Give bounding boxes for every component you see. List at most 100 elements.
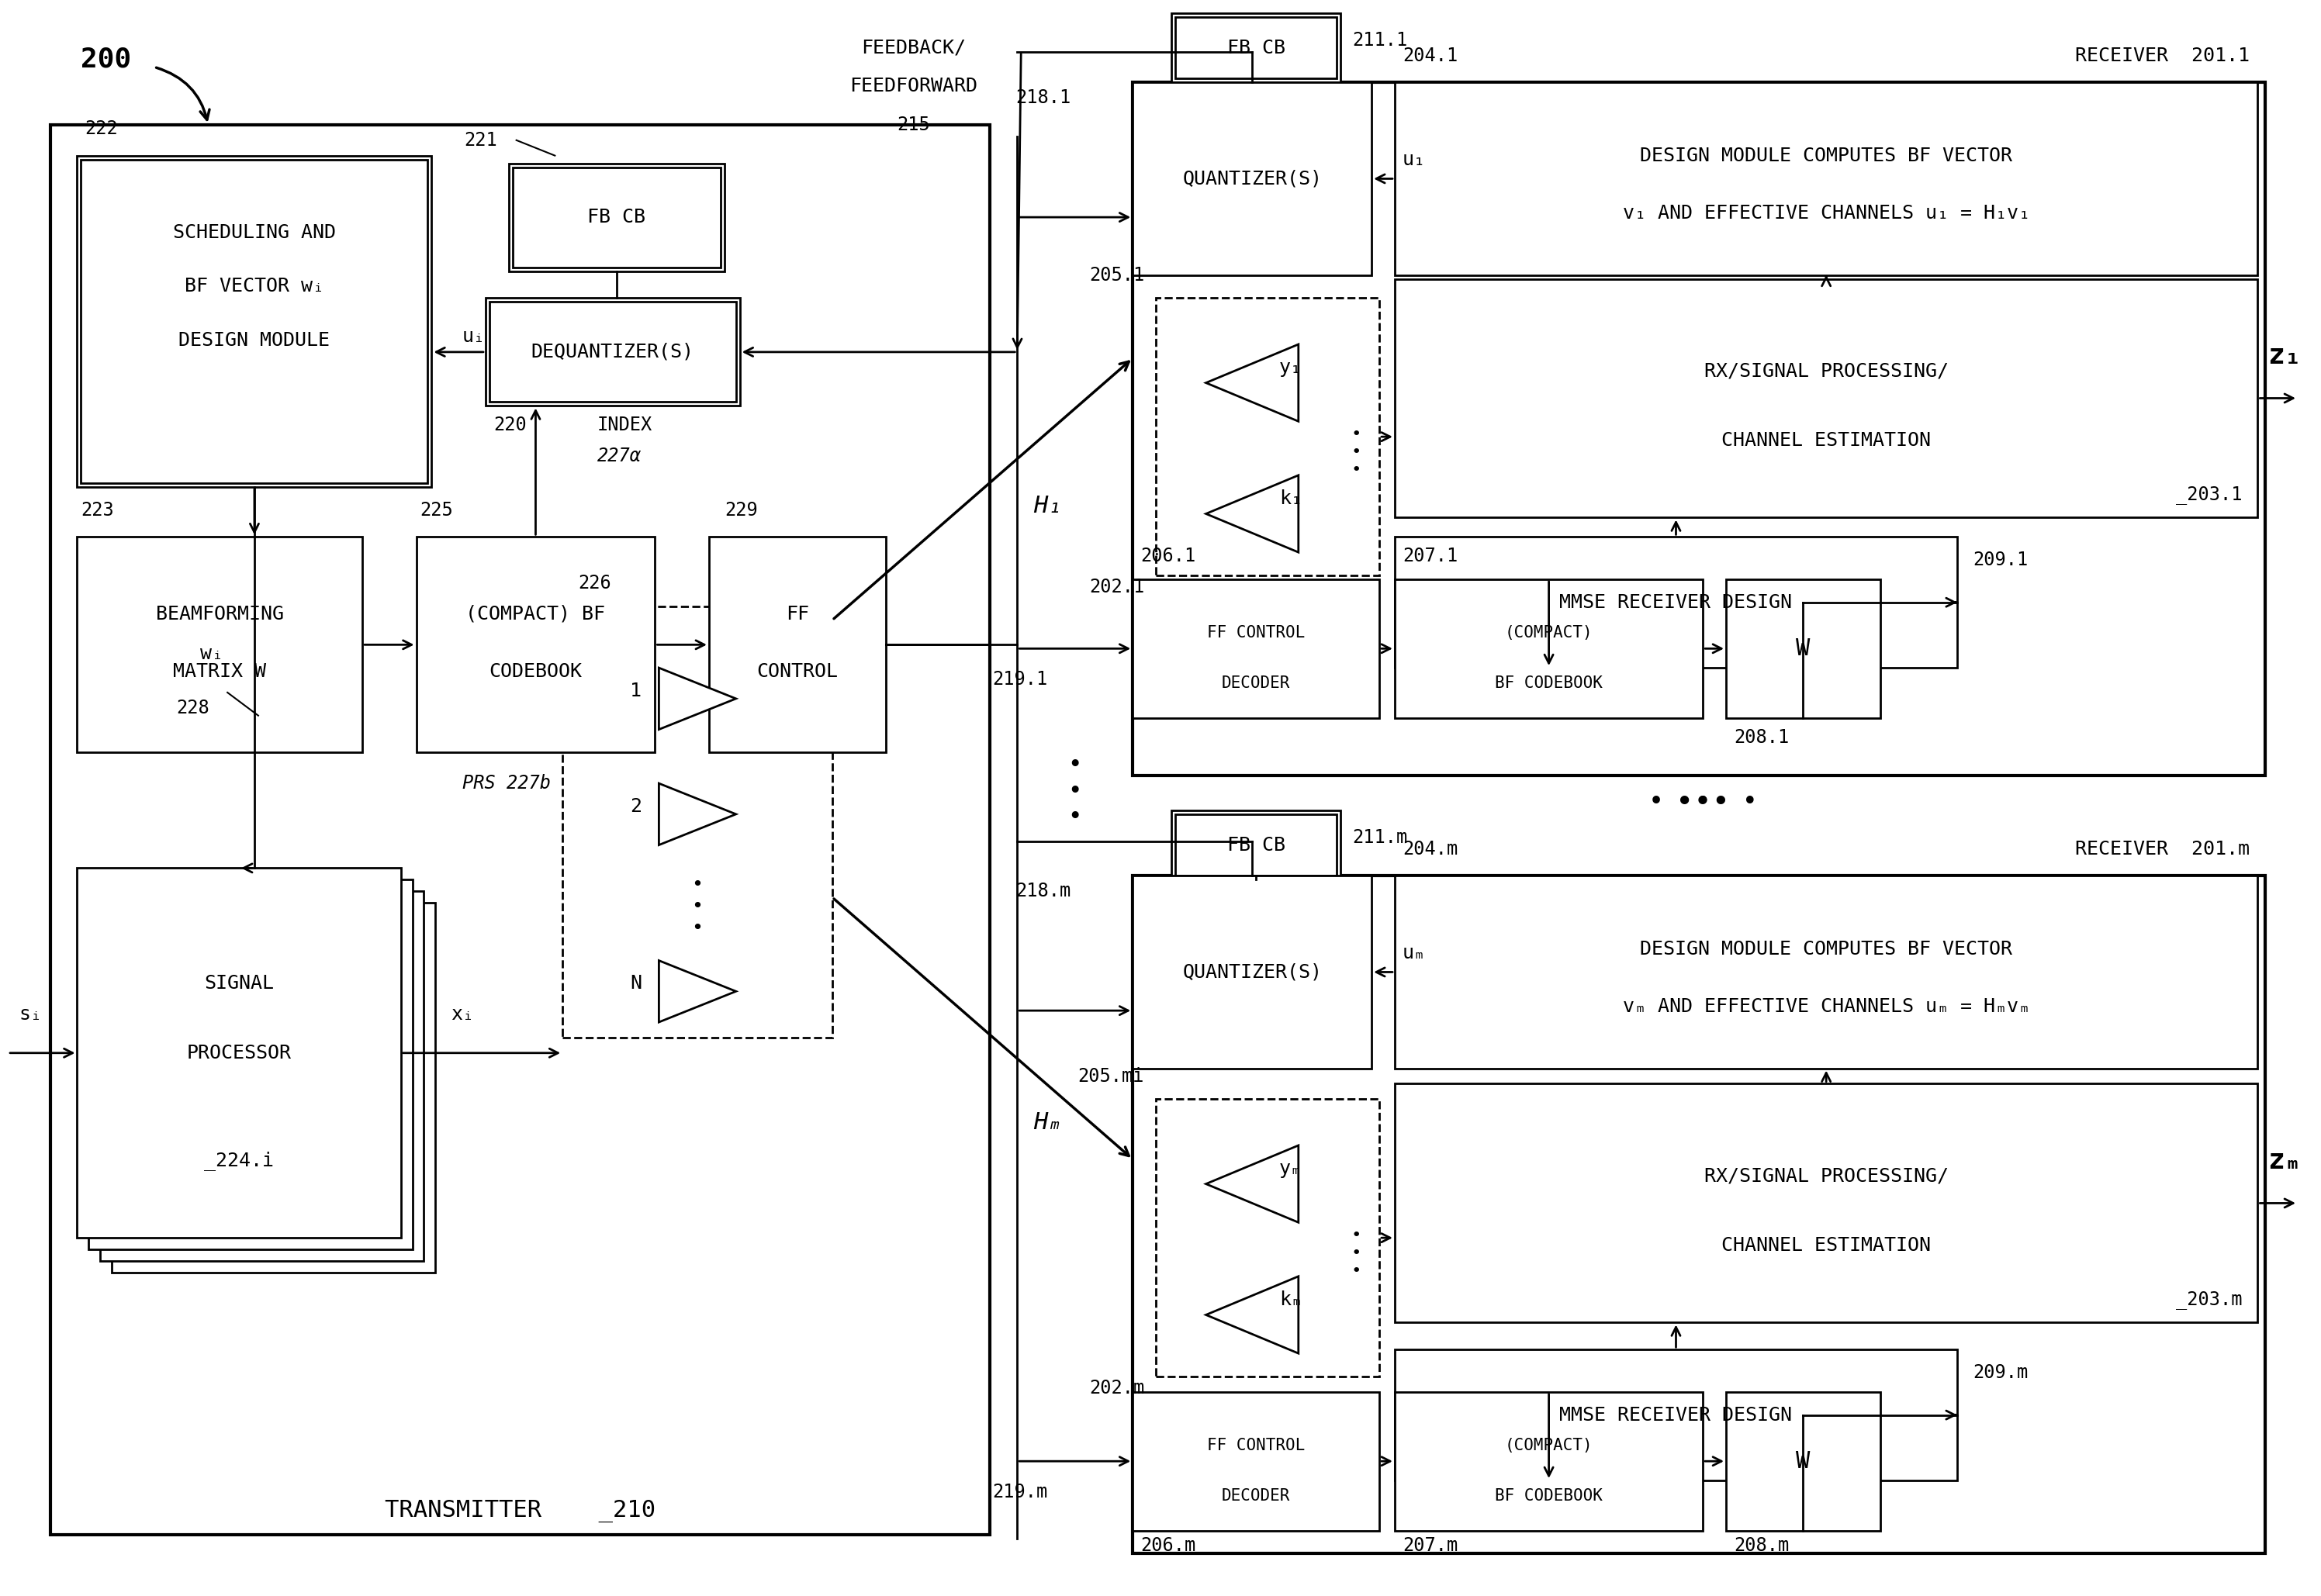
- Text: PRS 227b: PRS 227b: [462, 774, 550, 793]
- Bar: [1395, 279, 2258, 517]
- Polygon shape: [1207, 1277, 1297, 1353]
- Text: QUANTIZER(S): QUANTIZER(S): [1181, 962, 1323, 982]
- Text: 223: 223: [81, 501, 114, 519]
- Text: 211.m: 211.m: [1353, 828, 1407, 846]
- Bar: [490, 302, 736, 402]
- Bar: [77, 155, 432, 487]
- Text: (COMPACT) BF: (COMPACT) BF: [467, 605, 606, 622]
- Text: DESIGN MODULE COMPUTES BF VECTOR: DESIGN MODULE COMPUTES BF VECTOR: [1641, 940, 2012, 958]
- Text: sᵢ: sᵢ: [19, 1005, 42, 1023]
- Text: DESIGN MODULE COMPUTES BF VECTOR: DESIGN MODULE COMPUTES BF VECTOR: [1641, 147, 2012, 164]
- Text: 226: 226: [578, 575, 610, 592]
- Bar: [1727, 1392, 1880, 1531]
- Text: 209.1: 209.1: [1973, 551, 2029, 570]
- Text: FB CB: FB CB: [587, 207, 645, 227]
- Text: •
•
•: • • •: [1068, 753, 1082, 828]
- Text: 218.m: 218.m: [1017, 883, 1070, 900]
- Polygon shape: [1207, 476, 1297, 552]
- Bar: [1133, 579, 1379, 718]
- Bar: [1133, 83, 1372, 275]
- Bar: [88, 879, 413, 1250]
- Bar: [1395, 876, 2258, 1068]
- Text: INDEX: INDEX: [596, 417, 652, 434]
- Bar: [513, 168, 720, 267]
- Bar: [415, 536, 655, 753]
- Text: ̲224.i: ̲224.i: [204, 1151, 274, 1170]
- Text: H₁: H₁: [1033, 495, 1063, 517]
- Text: 229: 229: [724, 501, 757, 519]
- Text: RX/SIGNAL PROCESSING/: RX/SIGNAL PROCESSING/: [1704, 1167, 1947, 1186]
- Text: W: W: [1796, 637, 1810, 659]
- Text: z₁: z₁: [2268, 343, 2302, 369]
- Bar: [1156, 1100, 1379, 1376]
- Text: FB CB: FB CB: [1228, 836, 1286, 854]
- Bar: [1133, 83, 2265, 776]
- Text: ̲203.1: ̲203.1: [2177, 485, 2242, 504]
- Text: 220: 220: [494, 417, 527, 434]
- Text: CODEBOOK: CODEBOOK: [490, 662, 583, 681]
- Text: wᵢ: wᵢ: [200, 645, 223, 664]
- Text: 206.1: 206.1: [1140, 547, 1195, 565]
- Bar: [81, 160, 427, 484]
- Bar: [1395, 83, 2258, 275]
- Text: 207.m: 207.m: [1402, 1537, 1458, 1555]
- Text: uᵢ: uᵢ: [462, 327, 485, 346]
- Text: u₁: u₁: [1402, 150, 1425, 169]
- Text: 202.1: 202.1: [1089, 578, 1144, 597]
- Bar: [1395, 1084, 2258, 1323]
- Text: FF CONTROL: FF CONTROL: [1207, 1438, 1304, 1454]
- Text: •
•
•: • • •: [692, 876, 703, 937]
- Text: TRANSMITTER    ̲210: TRANSMITTER ̲210: [385, 1500, 655, 1523]
- Bar: [708, 536, 887, 753]
- Bar: [1133, 1392, 1379, 1531]
- Bar: [562, 606, 833, 1037]
- Bar: [1727, 579, 1880, 718]
- Text: FF CONTROL: FF CONTROL: [1207, 626, 1304, 642]
- Bar: [111, 903, 436, 1272]
- Bar: [1395, 579, 1704, 718]
- Text: W: W: [1796, 1449, 1810, 1473]
- Text: DEQUANTIZER(S): DEQUANTIZER(S): [532, 343, 694, 361]
- Bar: [77, 536, 362, 753]
- Text: 204.m: 204.m: [1402, 839, 1458, 859]
- Text: CHANNEL ESTIMATION: CHANNEL ESTIMATION: [1722, 1237, 1931, 1254]
- Text: ̲203.m: ̲203.m: [2177, 1290, 2242, 1309]
- Text: SCHEDULING AND: SCHEDULING AND: [174, 223, 337, 243]
- Text: 219.1: 219.1: [993, 670, 1049, 689]
- Text: yₘ: yₘ: [1279, 1159, 1302, 1178]
- Text: QUANTIZER(S): QUANTIZER(S): [1181, 169, 1323, 188]
- Text: 205.1: 205.1: [1089, 265, 1144, 284]
- Text: 1: 1: [629, 681, 641, 701]
- Text: 206.m: 206.m: [1140, 1537, 1195, 1555]
- Text: MMSE RECEIVER DESIGN: MMSE RECEIVER DESIGN: [1560, 594, 1792, 611]
- Text: 2: 2: [629, 796, 641, 816]
- Text: uₘ: uₘ: [1402, 943, 1425, 962]
- Text: 222: 222: [86, 120, 118, 137]
- Polygon shape: [659, 667, 736, 729]
- Text: 227α: 227α: [596, 447, 641, 466]
- Text: RX/SIGNAL PROCESSING/: RX/SIGNAL PROCESSING/: [1704, 362, 1947, 380]
- Text: BF CODEBOOK: BF CODEBOOK: [1495, 675, 1604, 691]
- Text: SIGNAL: SIGNAL: [204, 974, 274, 993]
- Text: 209.m: 209.m: [1973, 1363, 2029, 1382]
- Text: 218.1: 218.1: [1017, 88, 1070, 107]
- Text: xᵢ: xᵢ: [450, 1005, 473, 1023]
- Text: 228: 228: [176, 699, 209, 717]
- Text: (COMPACT): (COMPACT): [1504, 626, 1592, 642]
- Bar: [1395, 1350, 1957, 1481]
- Text: PROCESSOR: PROCESSOR: [186, 1044, 292, 1063]
- Text: (COMPACT): (COMPACT): [1504, 1438, 1592, 1454]
- Text: CHANNEL ESTIMATION: CHANNEL ESTIMATION: [1722, 431, 1931, 450]
- Text: •
•
•: • • •: [1351, 1227, 1362, 1278]
- Bar: [1172, 811, 1342, 879]
- Text: 211.1: 211.1: [1353, 30, 1407, 49]
- Bar: [51, 124, 991, 1534]
- Text: kₘ: kₘ: [1279, 1290, 1302, 1309]
- Text: 219.m: 219.m: [993, 1483, 1049, 1502]
- Bar: [1172, 13, 1342, 83]
- Text: 204.1: 204.1: [1402, 46, 1458, 65]
- Text: •  •  •: • • •: [1648, 790, 1757, 816]
- Polygon shape: [1207, 1146, 1297, 1223]
- Text: FEEDFORWARD: FEEDFORWARD: [849, 77, 977, 96]
- Text: 205.mi: 205.mi: [1077, 1066, 1144, 1085]
